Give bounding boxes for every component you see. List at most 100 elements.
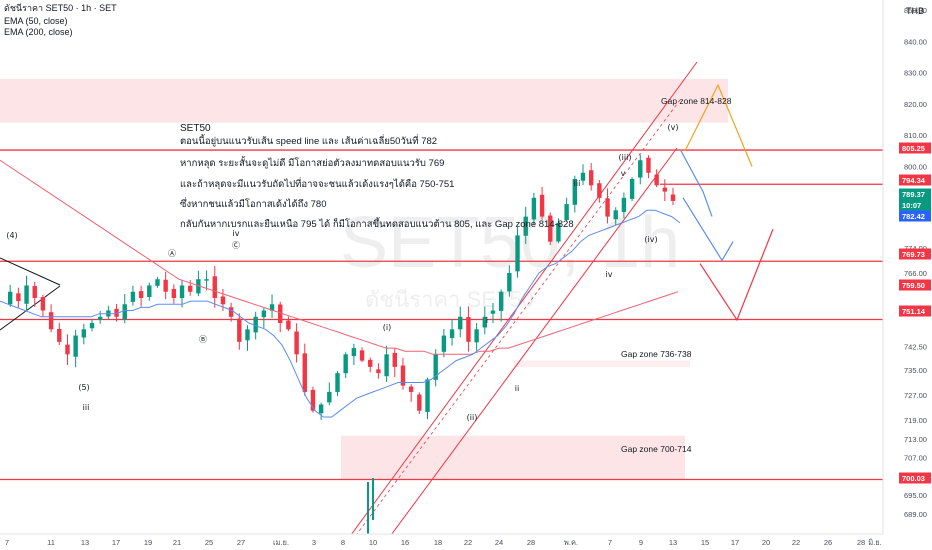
- candle-body: [228, 307, 234, 317]
- candle-body: [278, 304, 283, 324]
- wave-label: Ⓑ: [199, 335, 207, 344]
- note-line-3: และถ้าหลุดจะมีแนวรับถัดไปที่อาจจะชนแล้วเ…: [180, 179, 455, 190]
- candle-body: [48, 312, 54, 330]
- candle-body: [498, 291, 504, 311]
- ema200-line: [0, 159, 679, 355]
- time-tick-label: 28: [857, 538, 865, 547]
- candle-body: [368, 359, 373, 367]
- candle-body: [572, 179, 578, 205]
- candle-body: [408, 386, 414, 392]
- candle-body: [507, 272, 512, 292]
- projection-path-3: [699, 228, 774, 322]
- price-tick-label: 810.00: [904, 131, 927, 140]
- candle-body: [433, 354, 438, 380]
- time-tick-label: 19: [144, 538, 152, 547]
- channel-lower: [391, 147, 678, 534]
- price-tick-label: 707.00: [904, 454, 927, 463]
- time-tick-label: 13: [81, 538, 89, 547]
- price-badge: [899, 188, 931, 200]
- candle-body: [564, 204, 569, 220]
- price-badge: [899, 142, 931, 154]
- time-tick-label: เม.ย.: [273, 538, 289, 547]
- candle-body: [65, 344, 70, 355]
- candle-body: [245, 329, 250, 341]
- candle-body: [400, 365, 406, 386]
- time-tick-label: 7: [608, 538, 612, 547]
- time-tick-label: 17: [112, 538, 120, 547]
- note-title: SET50: [180, 123, 211, 134]
- candle-body: [670, 194, 676, 201]
- time-tick-label: 17: [731, 538, 739, 547]
- candle-body: [466, 317, 471, 342]
- candle-body: [261, 310, 267, 318]
- time-tick-label: มิ.ย.: [868, 538, 882, 547]
- price-badge-label: 794.34: [902, 176, 926, 185]
- candle-body: [638, 160, 643, 178]
- time-tick-label: 27: [237, 538, 245, 547]
- time-tick-label: 16: [401, 538, 409, 547]
- candle-body: [155, 279, 160, 286]
- candle-body: [163, 279, 168, 292]
- candle-body: [171, 288, 177, 298]
- indicator-ema200-label[interactable]: EMA (200, close): [4, 27, 73, 37]
- candle-body: [179, 285, 185, 299]
- candle-body: [81, 329, 87, 338]
- wave-label: (iv): [644, 235, 657, 244]
- price-tick-label: 830.00: [904, 69, 927, 78]
- candle-body: [417, 394, 422, 411]
- time-tick-label: 24: [495, 538, 503, 547]
- projection-path-1: [684, 83, 753, 167]
- ema50-line: [0, 209, 681, 418]
- time-tick-label: 25: [205, 538, 213, 547]
- currency-label: THB: [906, 6, 924, 16]
- price-badge-label: 782.42: [902, 212, 925, 221]
- gap-zone-label: Gap zone 736-738: [621, 349, 692, 359]
- gap-zone-2: [514, 360, 690, 367]
- wave-label: (ii): [467, 413, 478, 422]
- candle-body: [327, 391, 332, 403]
- price-badge: [899, 210, 931, 222]
- candle-body: [204, 279, 209, 281]
- candle-body: [253, 316, 258, 333]
- time-tick-label: 22: [792, 538, 800, 547]
- candle-body: [212, 276, 217, 298]
- candle-body: [130, 291, 136, 302]
- time-tick-label: 26: [824, 538, 832, 547]
- price-badge-label: 700.03: [902, 474, 925, 483]
- candle-body: [449, 329, 455, 338]
- candle-body: [654, 174, 659, 186]
- wave-label: ii: [515, 384, 519, 393]
- wave-label: (5): [78, 383, 89, 392]
- candle-body: [621, 197, 627, 212]
- projection-path-2: [682, 197, 734, 262]
- note-line-5: กลับกันหากเบรกและยืนเหนือ 795 ได้ ก็มีโอ…: [180, 219, 574, 230]
- wave-label: iv: [606, 270, 613, 279]
- price-badge-label: 805.25: [902, 144, 925, 153]
- indicator-ema50-label[interactable]: EMA (50, close): [4, 16, 68, 26]
- wave-label: iii: [83, 403, 90, 412]
- time-tick-label: 3: [312, 538, 316, 547]
- price-badge-label: 769.73: [902, 250, 925, 259]
- time-tick-label: 15: [701, 538, 709, 547]
- time-tick-label: 8: [341, 538, 345, 547]
- wave-label: (i): [383, 323, 391, 332]
- candle-body: [32, 286, 37, 298]
- candle-body: [588, 170, 594, 186]
- gap-zone-label: Gap zone 814-828: [661, 96, 732, 106]
- price-badge: [899, 279, 931, 291]
- candle-body: [580, 172, 586, 181]
- price-tick-label: 695.00: [904, 491, 927, 500]
- time-tick-label: 9: [639, 538, 643, 547]
- price-tick-label: 735.00: [904, 366, 927, 375]
- time-tick-label: 22: [464, 538, 472, 547]
- candle-body: [318, 404, 324, 414]
- candle-body: [122, 304, 127, 320]
- candle-body: [392, 352, 397, 367]
- candle-body: [40, 297, 46, 311]
- wave-label: (iii): [619, 153, 632, 162]
- candle-body: [7, 291, 13, 305]
- candle-body: [646, 157, 651, 173]
- time-tick-label: 13: [669, 538, 677, 547]
- candle-body: [57, 328, 62, 342]
